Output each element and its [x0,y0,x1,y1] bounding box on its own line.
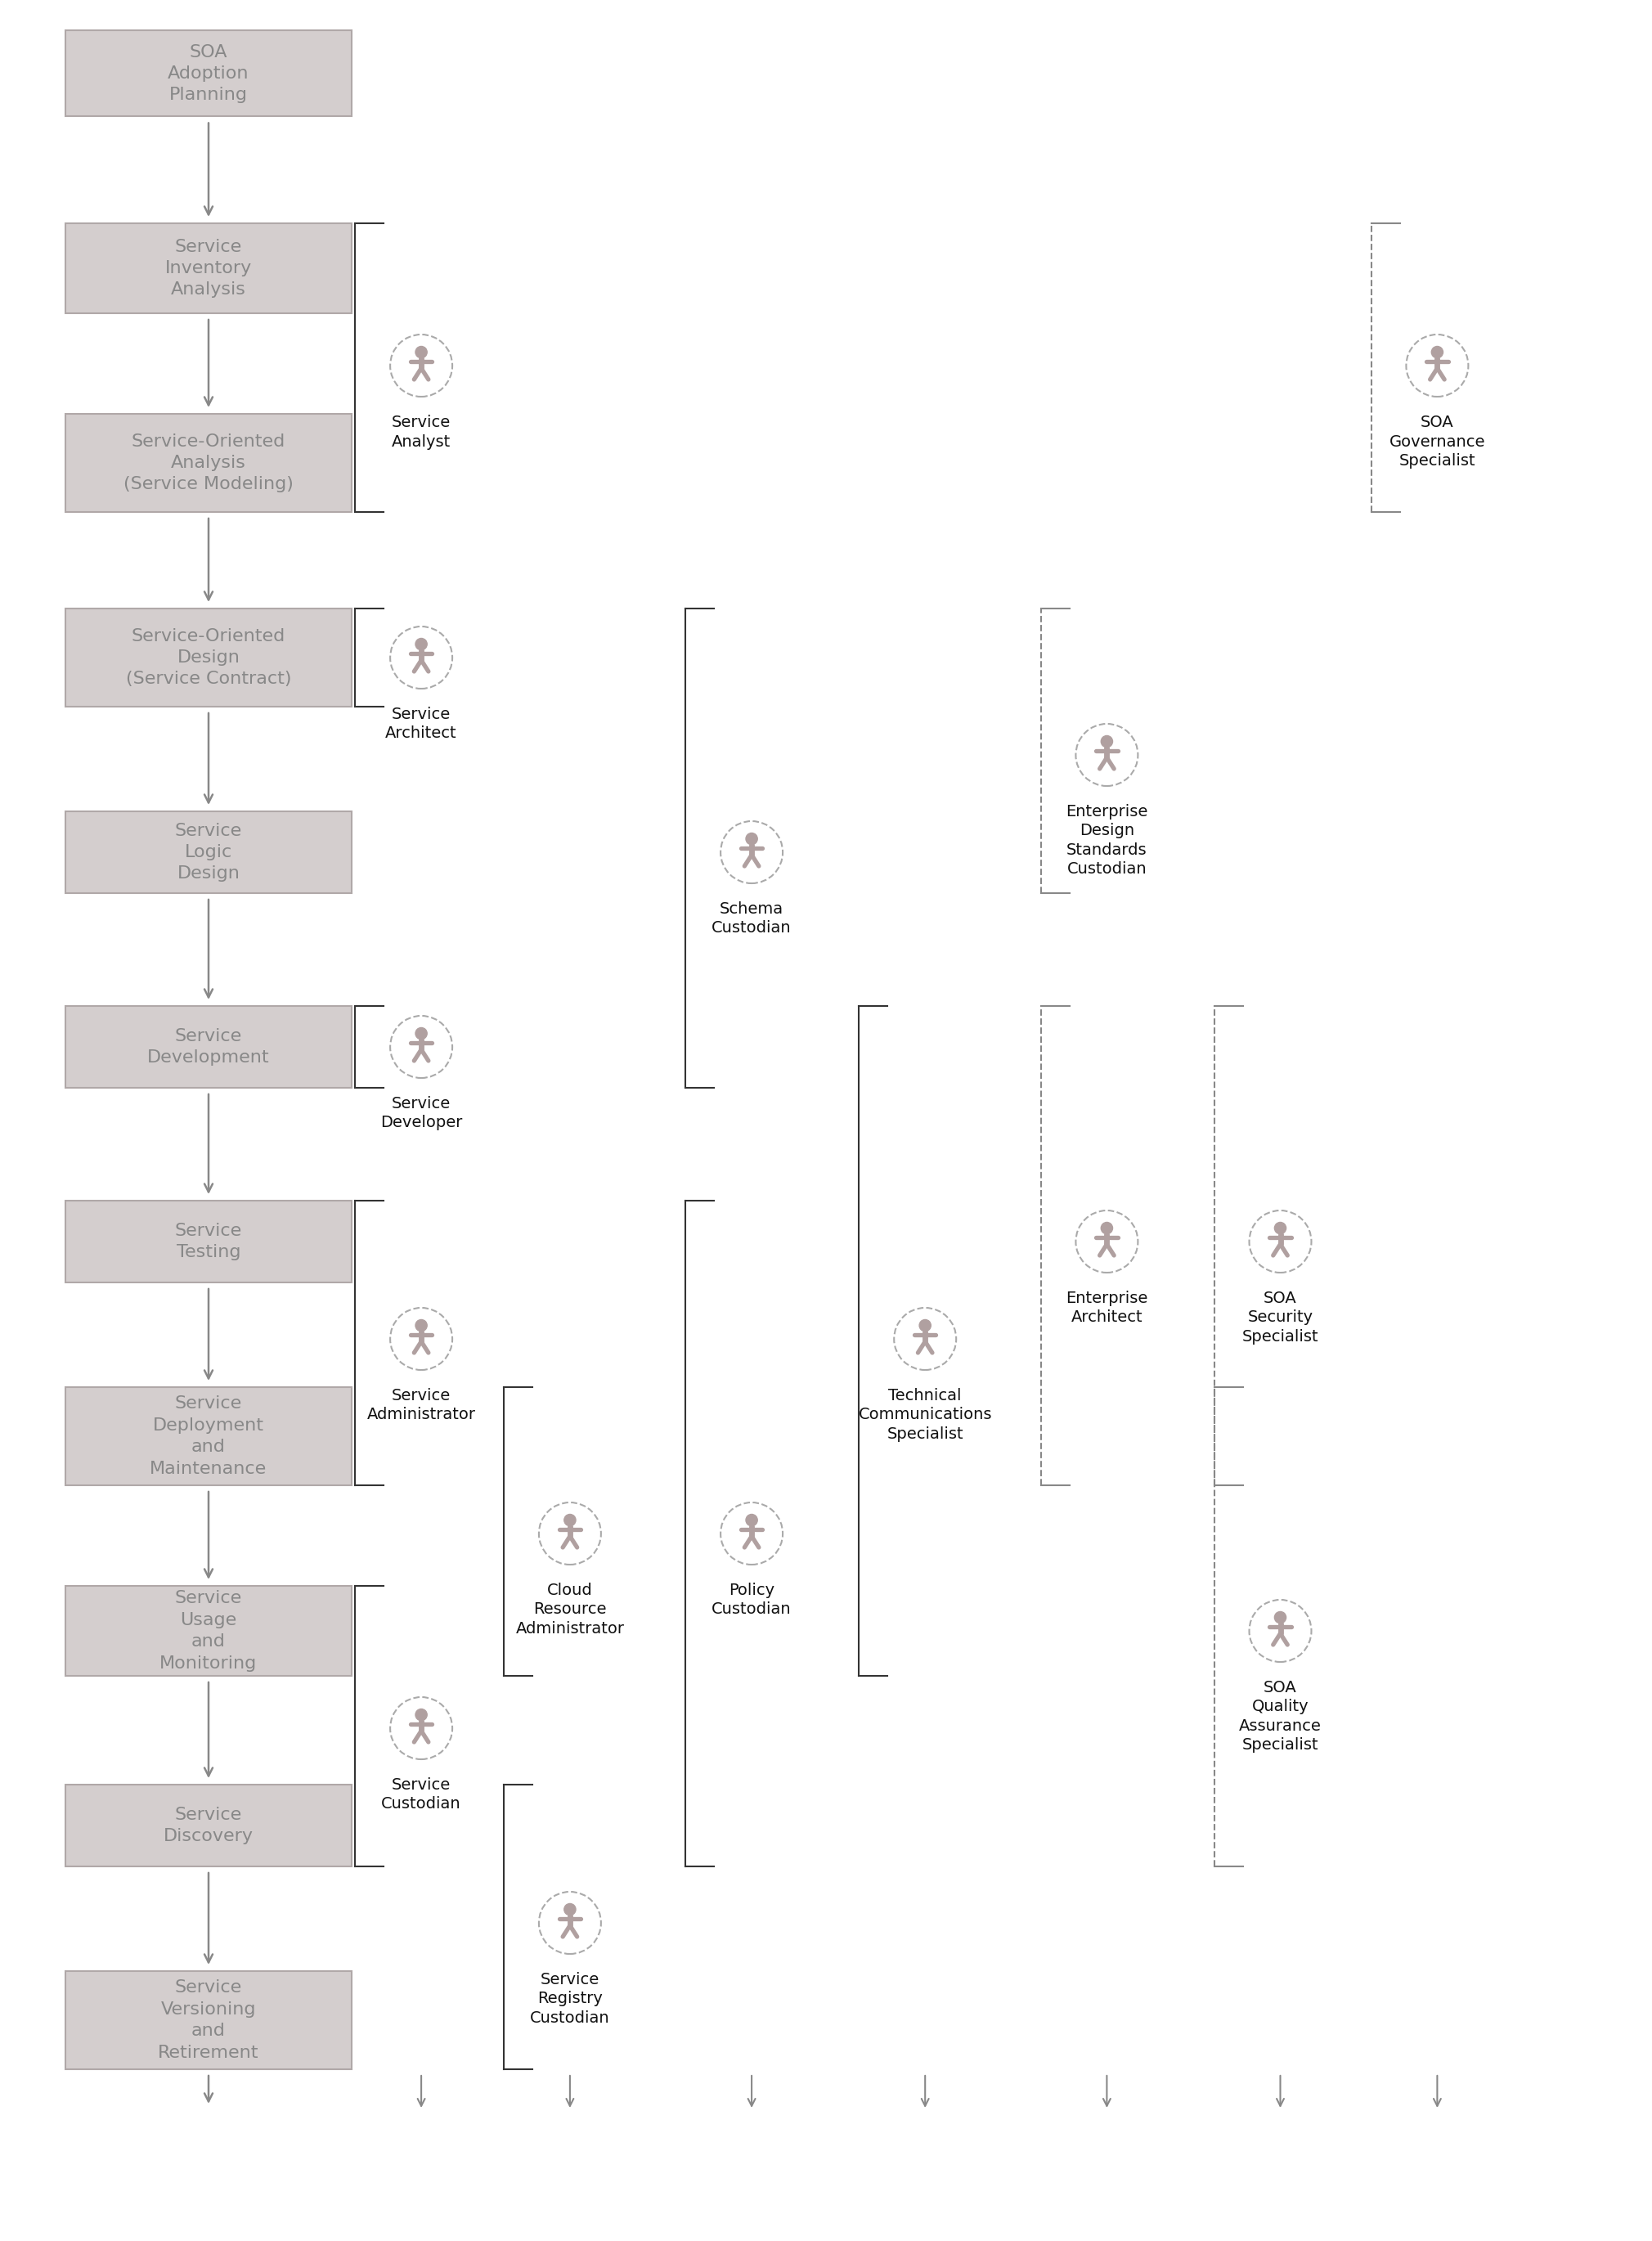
FancyBboxPatch shape [66,811,352,894]
Text: Service
Inventory
Analysis: Service Inventory Analysis [165,238,253,298]
Text: Service
Developer: Service Developer [380,1096,463,1132]
Circle shape [563,1903,577,1916]
FancyBboxPatch shape [66,1784,352,1867]
Text: Technical
Communications
Specialist: Technical Communications Specialist [859,1387,991,1441]
FancyBboxPatch shape [66,1587,352,1676]
Circle shape [415,1710,428,1721]
FancyBboxPatch shape [66,1387,352,1486]
Circle shape [415,1320,428,1331]
FancyBboxPatch shape [66,1006,352,1087]
FancyBboxPatch shape [66,610,352,706]
FancyBboxPatch shape [66,415,352,511]
Circle shape [1100,735,1113,746]
Text: Service
Development: Service Development [147,1029,269,1067]
Text: Service
Registry
Custodian: Service Registry Custodian [530,1972,610,2026]
Text: Service
Architect: Service Architect [385,706,458,742]
Text: Service
Administrator: Service Administrator [367,1387,476,1423]
Text: SOA
Security
Specialist: SOA Security Specialist [1242,1291,1318,1345]
Text: Service-Oriented
Design
(Service Contract): Service-Oriented Design (Service Contrac… [126,627,291,688]
Circle shape [919,1320,932,1331]
Text: Cloud
Resource
Administrator: Cloud Resource Administrator [515,1582,624,1636]
Text: Service-Oriented
Analysis
(Service Modeling): Service-Oriented Analysis (Service Model… [124,433,294,493]
FancyBboxPatch shape [66,1972,352,2068]
Circle shape [745,834,758,845]
Circle shape [1274,1611,1287,1622]
Text: Enterprise
Architect: Enterprise Architect [1066,1291,1148,1324]
Text: Schema
Custodian: Schema Custodian [712,901,791,937]
Text: Service
Testing: Service Testing [175,1224,243,1259]
Circle shape [415,347,428,359]
Circle shape [415,639,428,650]
Circle shape [1100,1221,1113,1235]
FancyBboxPatch shape [66,31,352,117]
FancyBboxPatch shape [66,1201,352,1282]
Circle shape [415,1029,428,1040]
Text: Service
Usage
and
Monitoring: Service Usage and Monitoring [160,1591,258,1672]
Text: Service
Custodian: Service Custodian [382,1777,461,1813]
Text: Policy
Custodian: Policy Custodian [712,1582,791,1618]
Text: Service
Logic
Design: Service Logic Design [175,822,243,883]
Text: Service
Deployment
and
Maintenance: Service Deployment and Maintenance [150,1396,268,1477]
Text: Enterprise
Design
Standards
Custodian: Enterprise Design Standards Custodian [1066,805,1148,876]
Text: Service
Versioning
and
Retirement: Service Versioning and Retirement [159,1979,259,2062]
Circle shape [563,1515,577,1526]
Text: SOA
Governance
Specialist: SOA Governance Specialist [1389,415,1485,468]
Circle shape [1431,347,1444,359]
Text: Service
Discovery: Service Discovery [164,1806,253,1844]
FancyBboxPatch shape [66,224,352,314]
Circle shape [1274,1221,1287,1235]
Text: SOA
Quality
Assurance
Specialist: SOA Quality Assurance Specialist [1239,1681,1322,1752]
Text: SOA
Adoption
Planning: SOA Adoption Planning [169,45,249,103]
Text: Service
Analyst: Service Analyst [392,415,451,450]
Circle shape [745,1515,758,1526]
